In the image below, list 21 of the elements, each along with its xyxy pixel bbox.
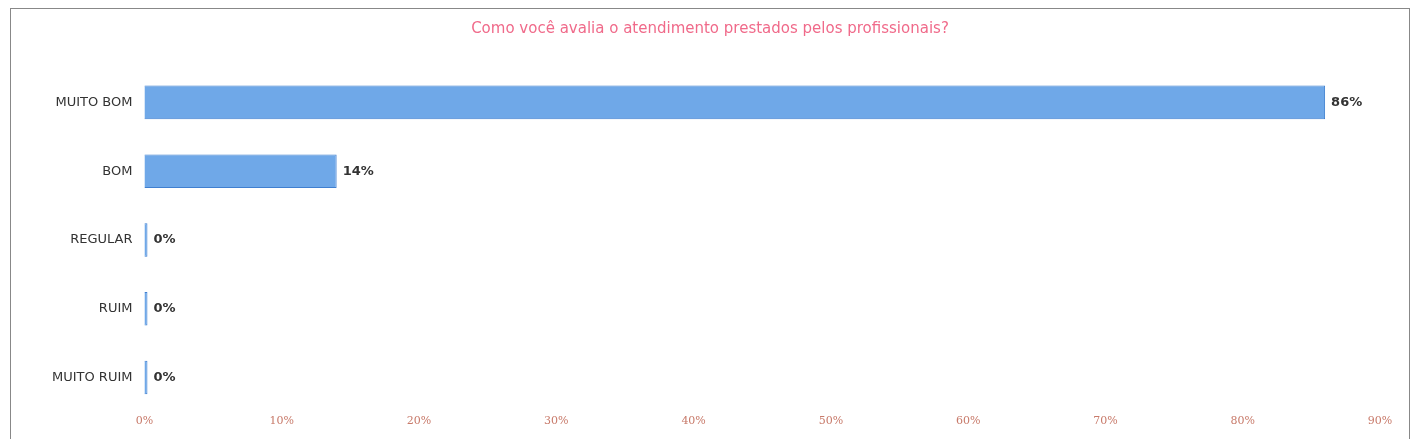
x-tick-label: 70% xyxy=(1093,414,1118,428)
data-label: 86% xyxy=(1331,93,1363,109)
x-tick-label: 0% xyxy=(135,414,154,428)
data-label: 0% xyxy=(153,231,176,247)
data-label: 14% xyxy=(342,162,374,178)
y-tick-label: REGULAR xyxy=(70,231,133,247)
y-tick-label: MUITO RUIM xyxy=(51,368,133,384)
x-tick-label: 30% xyxy=(544,414,569,428)
y-tick-label: RUIM xyxy=(98,300,133,316)
x-tick-label: 20% xyxy=(406,414,432,428)
data-label: 0% xyxy=(153,368,176,384)
data-label: 0% xyxy=(153,300,176,316)
x-tick-label: 50% xyxy=(818,414,844,428)
x-tick-label: 80% xyxy=(1230,414,1255,428)
x-tick-label: 40% xyxy=(681,414,706,428)
y-tick-label: BOM xyxy=(102,162,133,178)
x-tick-label: 90% xyxy=(1367,414,1393,428)
chart-title: Como você avalia o atendimento prestados pelos profissionais? xyxy=(471,18,949,37)
x-tick-label: 10% xyxy=(269,414,294,428)
x-tick-label: 60% xyxy=(955,414,981,428)
y-tick-label: MUITO BOM xyxy=(55,93,133,109)
